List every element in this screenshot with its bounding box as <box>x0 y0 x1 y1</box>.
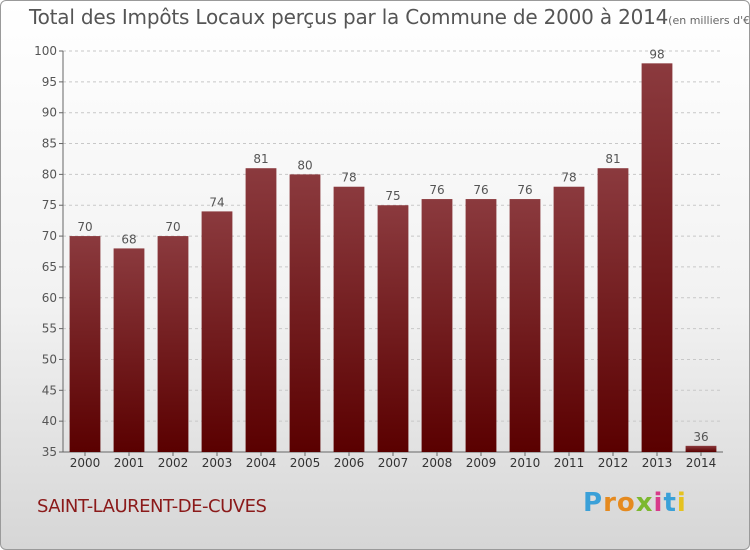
bar-value-label: 98 <box>649 47 664 61</box>
y-tick-label: 55 <box>42 322 57 336</box>
bar-value-label: 81 <box>605 152 620 166</box>
bar <box>465 199 497 452</box>
y-tick-label: 85 <box>42 137 57 151</box>
bar-value-label: 76 <box>473 183 488 197</box>
bar <box>553 186 585 452</box>
logo-letter: P <box>583 488 604 518</box>
x-tick-label: 2000 <box>70 456 101 470</box>
y-tick-label: 35 <box>42 445 57 459</box>
bar <box>509 199 541 452</box>
y-tick-label: 75 <box>42 198 57 212</box>
logo-letter: x <box>635 488 654 518</box>
logo-letter: i <box>676 488 687 518</box>
x-tick-label: 2011 <box>554 456 585 470</box>
y-tick-label: 70 <box>42 229 57 243</box>
bar-value-label: 78 <box>341 171 356 185</box>
x-tick-label: 2006 <box>334 456 365 470</box>
logo-letter: i <box>653 488 664 518</box>
y-tick-label: 50 <box>42 352 57 366</box>
x-tick-label: 2009 <box>466 456 497 470</box>
proxiti-logo: Proxiti <box>583 488 693 528</box>
logo-letter: o <box>616 488 636 518</box>
x-tick-label: 2005 <box>290 456 321 470</box>
x-tick-label: 2012 <box>598 456 629 470</box>
bar <box>69 236 101 452</box>
y-tick-label: 90 <box>42 106 57 120</box>
y-tick-label: 65 <box>42 260 57 274</box>
y-tick-label: 100 <box>34 44 57 58</box>
bar-value-label: 75 <box>385 189 400 203</box>
bar-value-label: 36 <box>693 430 708 444</box>
y-tick-label: 40 <box>42 414 57 428</box>
x-tick-label: 2013 <box>642 456 673 470</box>
bar-value-label: 81 <box>253 152 268 166</box>
bar-value-label: 76 <box>517 183 532 197</box>
x-tick-label: 2008 <box>422 456 453 470</box>
commune-name: SAINT-LAURENT-DE-CUVES <box>37 496 267 517</box>
bar <box>157 236 189 452</box>
bar <box>421 199 453 452</box>
y-tick-label: 45 <box>42 383 57 397</box>
bar <box>201 211 233 452</box>
x-tick-label: 2007 <box>378 456 409 470</box>
x-tick-label: 2003 <box>202 456 233 470</box>
chart-subtitle: (en milliers d'€) <box>668 14 750 27</box>
bar <box>289 174 321 452</box>
bar-value-label: 70 <box>165 220 180 234</box>
logo-letter: t <box>663 488 677 518</box>
x-tick-label: 2001 <box>114 456 145 470</box>
bar <box>597 168 629 452</box>
bar-value-label: 70 <box>77 220 92 234</box>
x-tick-label: 2004 <box>246 456 277 470</box>
chart-title: Total des Impôts Locaux perçus par la Co… <box>29 5 750 29</box>
x-tick-label: 2010 <box>510 456 541 470</box>
logo-letter: r <box>603 488 617 518</box>
bar-value-label: 68 <box>121 232 136 246</box>
y-tick-label: 95 <box>42 75 57 89</box>
y-tick-label: 60 <box>42 291 57 305</box>
bar-value-label: 78 <box>561 171 576 185</box>
chart-title-text: Total des Impôts Locaux perçus par la Co… <box>29 5 669 29</box>
bar <box>377 205 409 452</box>
x-tick-label: 2014 <box>686 456 717 470</box>
bar-value-label: 76 <box>429 183 444 197</box>
bar-value-label: 74 <box>209 195 224 209</box>
bar <box>113 248 145 452</box>
bar-value-label: 80 <box>297 158 312 172</box>
bar <box>333 186 365 452</box>
x-tick-label: 2002 <box>158 456 189 470</box>
bar <box>245 168 277 452</box>
y-tick-label: 80 <box>42 167 57 181</box>
bar <box>641 63 673 452</box>
bar <box>685 445 717 452</box>
